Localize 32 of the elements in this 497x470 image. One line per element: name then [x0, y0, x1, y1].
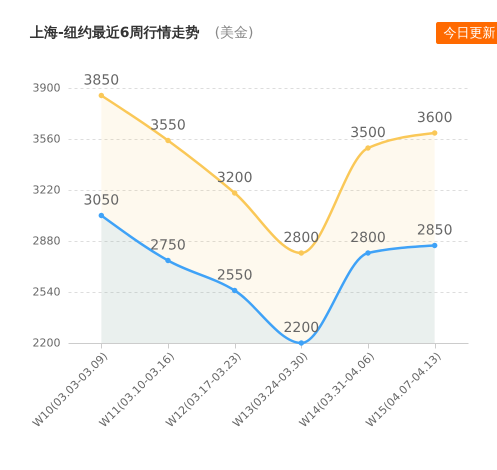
data-label: 3550	[150, 118, 186, 134]
point	[365, 145, 371, 151]
point	[232, 288, 238, 294]
point	[165, 138, 171, 144]
data-label: 3500	[350, 125, 386, 141]
chart-subtitle: (美金)	[214, 25, 254, 41]
point	[98, 212, 104, 218]
data-label: 2550	[216, 268, 252, 284]
point	[98, 92, 104, 98]
text: 今日更新	[444, 26, 496, 41]
y-tick-label: 3900	[32, 82, 60, 94]
data-label: 2800	[350, 230, 386, 246]
chart-title: 上海-纽约最近6周行情走势	[29, 24, 200, 41]
y-tick-label: 2540	[32, 286, 60, 298]
point	[232, 190, 238, 196]
data-label: 2850	[416, 222, 452, 238]
y-tick-label: 3220	[32, 184, 60, 196]
data-label: 3600	[416, 110, 452, 126]
point	[298, 340, 304, 346]
y-tick-label: 3560	[32, 132, 60, 146]
data-label: 3200	[216, 170, 252, 186]
y-tick-label: 2880	[32, 234, 60, 248]
point	[365, 250, 371, 256]
point	[432, 130, 438, 136]
point	[432, 242, 438, 248]
point	[165, 258, 171, 264]
data-label: 2750	[150, 238, 186, 254]
data-label: 3050	[84, 192, 120, 208]
y-tick-label: 2200	[32, 336, 60, 350]
data-label: 3850	[84, 72, 120, 88]
data-label: 2200	[284, 320, 320, 336]
point	[298, 250, 304, 256]
